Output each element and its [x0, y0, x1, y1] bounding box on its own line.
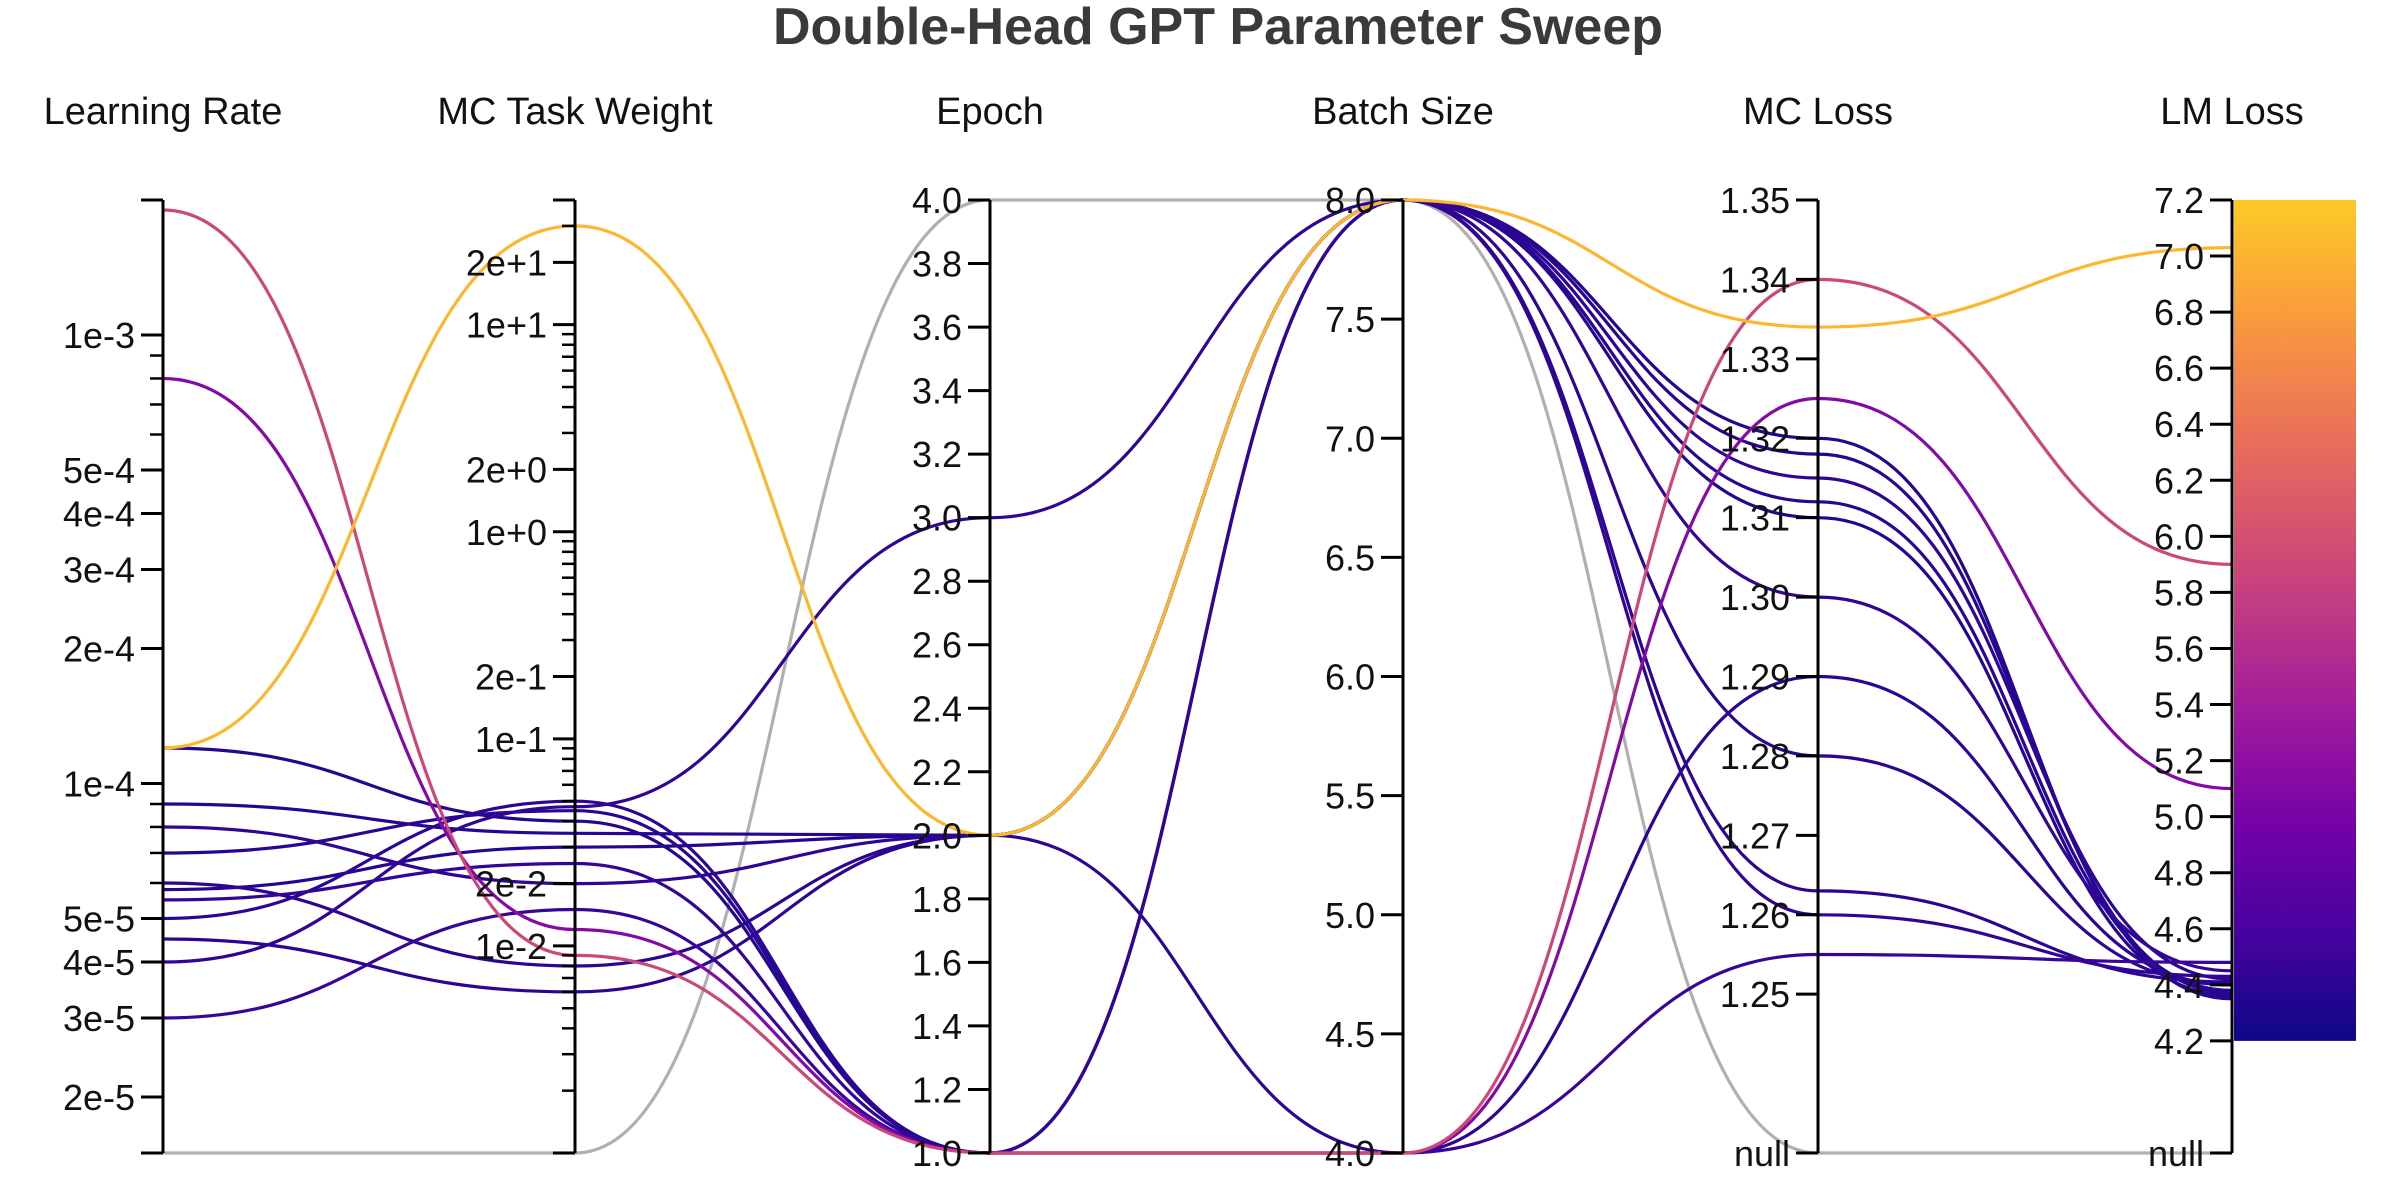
- chart-title: Double-Head GPT Parameter Sweep: [773, 0, 1663, 56]
- axis-mc-loss[interactable]: MC Loss 1.35 1.34 1.33 1.32 1.31 1.30 1.29 1.28 1…: [1720, 91, 1893, 1174]
- tick-label: 2.6: [912, 625, 962, 666]
- tick-label: 3e-5: [63, 998, 135, 1039]
- axis-label: Batch Size: [1312, 91, 1494, 133]
- axis-batch-size[interactable]: Batch Size 8.0 7.5 7.0 6.5 6.0 5.5 5.0 4.5 4.0: [1312, 91, 1494, 1174]
- axis-mc-task-weight[interactable]: MC Task Weight 2e+1 1e+1 2e+0 1e+0 2e-1 1e-1 2e…: [437, 91, 713, 1155]
- tick-label: 7.0: [1325, 418, 1375, 459]
- tick-label: 5e-4: [63, 450, 135, 491]
- tick-label: 2.4: [912, 688, 962, 729]
- null-tick-label: null: [1734, 1133, 1790, 1174]
- tick-label: 1.35: [1720, 180, 1790, 221]
- tick-label: 5e-5: [63, 898, 135, 939]
- tick-label: 6.2: [2154, 460, 2204, 501]
- tick-label: 6.8: [2154, 292, 2204, 333]
- tick-label: 1e-2: [475, 926, 547, 967]
- tick-label: 3.6: [912, 307, 962, 348]
- tick-label: 1.33: [1720, 339, 1790, 380]
- axis-label: MC Loss: [1743, 91, 1893, 133]
- tick-label: 4e-4: [63, 493, 135, 534]
- tick-label: 6.5: [1325, 537, 1375, 578]
- tick-label: 6.6: [2154, 348, 2204, 389]
- run-line: [162, 208, 2233, 1155]
- tick-label: 7.0: [2154, 236, 2204, 277]
- axis-label: Learning Rate: [44, 91, 283, 133]
- tick-label: 6.0: [2154, 516, 2204, 557]
- tick-label: 8.0: [1325, 180, 1375, 221]
- null-tick-label: null: [2148, 1133, 2204, 1174]
- tick-label: 3.8: [912, 244, 962, 285]
- tick-label: 6.0: [1325, 657, 1375, 698]
- tick-label: 5.8: [2154, 572, 2204, 613]
- tick-label: 2.8: [912, 561, 962, 602]
- tick-label: 5.5: [1325, 776, 1375, 817]
- tick-label: 2.2: [912, 752, 962, 793]
- run-line: [162, 674, 2233, 1155]
- axis-label: LM Loss: [2160, 91, 2304, 133]
- tick-label: 5.6: [2154, 628, 2204, 669]
- colorbar-gradient: [2234, 200, 2356, 1041]
- tick-label: 3.4: [912, 371, 962, 412]
- tick-label: 4.2: [2154, 1021, 2204, 1062]
- tick-label: 1e+1: [466, 305, 547, 346]
- tick-label: 4.0: [1325, 1133, 1375, 1174]
- tick-label: 2.0: [912, 815, 962, 856]
- run-line: [162, 376, 2233, 1155]
- axis-label: MC Task Weight: [437, 91, 713, 133]
- tick-label: 2e-2: [475, 864, 547, 905]
- run-line: [162, 907, 2233, 1155]
- axis-label: Epoch: [936, 91, 1044, 133]
- tick-label: 1.8: [912, 879, 962, 920]
- tick-label: 4.6: [2154, 909, 2204, 950]
- tick-label: 4.4: [2154, 965, 2204, 1006]
- axis-epoch[interactable]: Epoch 4.0 3.8 3.6 3.4 3.2 3.0 2.8 2.6 2.4 2.2 2.0 1.…: [912, 91, 1044, 1174]
- axis-learning-rate[interactable]: Learning Rate 1e-3 5e-44e-4 3e-4 2e-4 1e-4 5e-…: [44, 91, 283, 1155]
- tick-label: 6.4: [2154, 404, 2204, 445]
- tick-label: 1.31: [1720, 498, 1790, 539]
- tick-label: 5.0: [2154, 797, 2204, 838]
- tick-label: 1.32: [1720, 418, 1790, 459]
- tick-label: 3.0: [912, 498, 962, 539]
- axes: Learning Rate 1e-3 5e-44e-4 3e-4 2e-4 1e-4 5e-…: [44, 91, 2304, 1174]
- tick-label: 1e-3: [63, 315, 135, 356]
- tick-label: 2e-4: [63, 628, 135, 669]
- tick-label: 2e-5: [63, 1077, 135, 1118]
- tick-label: 4e-5: [63, 942, 135, 983]
- axis-lm-loss[interactable]: LM Loss 7.2 7.0 6.8 6.6 6.4 6.2 6.0 5.8 5.6 5.4 5.2…: [2148, 91, 2304, 1174]
- tick-label: 1.2: [912, 1069, 962, 1110]
- tick-label: 7.2: [2154, 180, 2204, 221]
- colorbar: [2234, 200, 2356, 1041]
- tick-label: 4.5: [1325, 1014, 1375, 1055]
- tick-label: 5.0: [1325, 895, 1375, 936]
- tick-label: 1.28: [1720, 736, 1790, 777]
- tick-label: 1e-1: [475, 719, 547, 760]
- tick-label: 1.30: [1720, 577, 1790, 618]
- tick-label: 1.27: [1720, 815, 1790, 856]
- tick-label: 1.26: [1720, 895, 1790, 936]
- tick-label: 5.2: [2154, 741, 2204, 782]
- tick-label: 2e-1: [475, 657, 547, 698]
- tick-label: 7.5: [1325, 299, 1375, 340]
- tick-label: 3e-4: [63, 550, 135, 591]
- tick-label: 3.2: [912, 434, 962, 475]
- tick-label: 4.0: [912, 180, 962, 221]
- tick-label: 2e+1: [466, 242, 547, 283]
- tick-label: 1.6: [912, 942, 962, 983]
- tick-label: 2e+0: [466, 449, 547, 490]
- run-line: [162, 198, 2233, 1155]
- tick-label: 1.29: [1720, 657, 1790, 698]
- tick-label: 1e+0: [466, 512, 547, 553]
- tick-label: 4.8: [2154, 853, 2204, 894]
- tick-label: 1.4: [912, 1006, 962, 1047]
- tick-label: 1.25: [1720, 974, 1790, 1015]
- tick-label: 1.0: [912, 1133, 962, 1174]
- tick-label: 1.34: [1720, 259, 1790, 300]
- tick-label: 5.4: [2154, 685, 2204, 726]
- tick-label: 1e-4: [63, 763, 135, 804]
